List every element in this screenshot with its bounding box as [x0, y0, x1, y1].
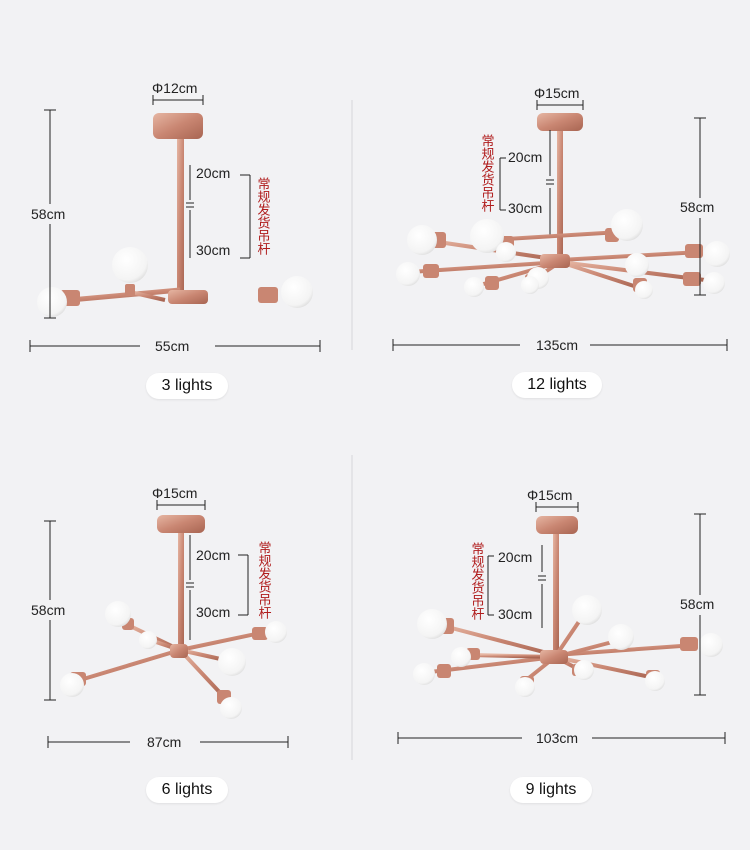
width-label: 103cm — [536, 730, 578, 746]
bulb — [112, 247, 148, 283]
rod-lower-length: 30cm — [196, 604, 230, 620]
bulb — [645, 671, 665, 691]
height-label: 58cm — [31, 602, 65, 618]
rod-lower-length: 30cm — [196, 242, 230, 258]
bulb — [105, 601, 131, 627]
canopy-diameter-label: Φ15cm — [534, 85, 579, 101]
bulb — [407, 225, 437, 255]
bulb — [413, 663, 435, 685]
bulb — [611, 209, 643, 241]
light-count-badge-12: 12 lights — [512, 372, 602, 398]
bulb — [496, 242, 516, 262]
bulb — [220, 697, 242, 719]
panel-12-lights: Φ15cm 20cm 30cm 常规发货吊杆 — [392, 85, 730, 353]
rod-upper-length: 20cm — [196, 547, 230, 563]
bulb — [451, 647, 471, 667]
light-count-badge-9: 9 lights — [510, 777, 592, 803]
canopy-diameter-label: Φ12cm — [152, 80, 197, 96]
rod — [177, 139, 184, 299]
rod-lower-length: 30cm — [498, 606, 532, 622]
bulb — [60, 673, 84, 697]
bulb — [574, 660, 594, 680]
bulb — [281, 276, 313, 308]
bulb — [470, 219, 504, 253]
panel-9-lights: Φ15cm 20cm 30cm 常规发货吊杆 — [397, 487, 726, 746]
standard-rod-note: 常规发货吊杆 — [256, 541, 272, 619]
bulb — [625, 253, 649, 277]
canopy-diameter-label: Φ15cm — [527, 487, 572, 503]
rod-lower-length: 30cm — [508, 200, 542, 216]
standard-rod-note: 常规发货吊杆 — [479, 134, 495, 212]
bulb — [608, 624, 634, 650]
canopy-diameter-label: Φ15cm — [152, 485, 197, 501]
width-label: 87cm — [147, 734, 181, 750]
bulb — [635, 281, 653, 299]
width-label: 135cm — [536, 337, 578, 353]
bulb — [515, 677, 535, 697]
bulb — [703, 272, 725, 294]
height-label: 58cm — [680, 596, 714, 612]
panel-6-lights: Φ15cm 20cm 30cm 常规发货吊杆 — [28, 485, 289, 750]
rod — [553, 534, 559, 652]
height-label: 58cm — [31, 206, 65, 222]
bulb — [464, 277, 484, 297]
panel-3-lights: Φ12cm 20cm 30cm 常规发货吊杆 58cm — [28, 80, 321, 354]
bulb — [265, 621, 287, 643]
rod-upper-length: 20cm — [508, 149, 542, 165]
bulb — [521, 276, 539, 294]
width-label: 55cm — [155, 338, 189, 354]
light-count-badge-6: 6 lights — [146, 777, 228, 803]
height-label: 58cm — [680, 199, 714, 215]
bulb — [37, 287, 67, 317]
bulb — [218, 648, 246, 676]
rod-upper-length: 20cm — [196, 165, 230, 181]
standard-rod-note: 常规发货吊杆 — [469, 542, 485, 620]
bulb — [396, 262, 420, 286]
canopy — [157, 515, 205, 533]
bulb — [572, 595, 602, 625]
canopy — [153, 113, 203, 139]
rod — [557, 131, 563, 261]
rod — [178, 533, 184, 648]
rod-upper-length: 20cm — [498, 549, 532, 565]
bulb — [417, 609, 447, 639]
light-count-badge-3: 3 lights — [146, 373, 228, 399]
canopy — [536, 516, 578, 534]
bulb — [699, 633, 723, 657]
bulb — [704, 241, 730, 267]
standard-rod-note: 常规发货吊杆 — [255, 177, 271, 255]
canopy — [537, 113, 583, 131]
bulb — [139, 631, 157, 649]
